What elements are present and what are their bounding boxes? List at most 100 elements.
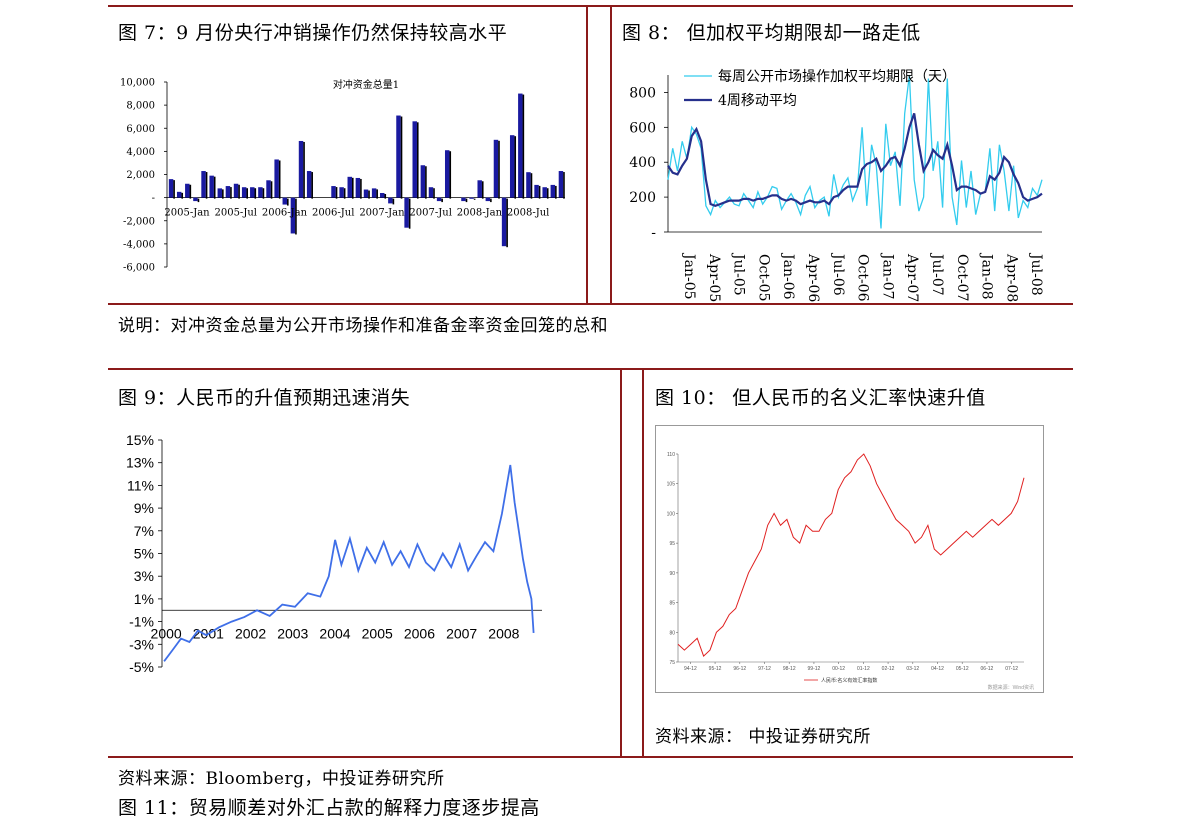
fig7-bar bbox=[477, 180, 482, 198]
fig10-frame bbox=[655, 425, 1044, 693]
fig7-x-tick-label: 2008-Jan bbox=[457, 208, 503, 219]
fig10-x-tick-label: 02-12 bbox=[882, 666, 895, 672]
fig7-bar-shadow bbox=[303, 141, 305, 199]
fig7-bar bbox=[534, 184, 539, 198]
fig9-y-tick-label: 3% bbox=[134, 568, 154, 584]
fig7-bar-shadow bbox=[433, 188, 435, 199]
fig9-y-tick-label: 1% bbox=[134, 591, 154, 607]
fig7-bar-shadow bbox=[230, 187, 232, 199]
fig7-bar-shadow bbox=[416, 122, 419, 199]
fig7-y-tick-label: 2,000 bbox=[126, 170, 155, 181]
fig7-bar-shadow bbox=[181, 192, 184, 199]
fig9-title: 图 9：人民币的升值预期迅速消失 bbox=[118, 387, 411, 409]
fig7-bar bbox=[542, 187, 547, 198]
fig9-x-tick-label: 2005 bbox=[362, 625, 393, 641]
fig7-bar-shadow bbox=[287, 198, 289, 206]
fig10-y-tick-label: 80 bbox=[669, 630, 675, 636]
fig10-x-tick-label: 00-12 bbox=[832, 666, 845, 672]
fig7-y-tick-label: 4,000 bbox=[126, 147, 155, 158]
fig7-bar-shadow bbox=[506, 198, 508, 248]
fig7-bar-shadow bbox=[368, 190, 370, 199]
fig10-y-tick-label: 75 bbox=[669, 660, 675, 666]
fig8-y-tick-label: 200 bbox=[629, 190, 656, 206]
fig7-x-tick-label: 2005-Jan bbox=[164, 208, 210, 219]
fig7-inner-title: 对冲资金总量1 bbox=[333, 78, 399, 91]
fig7-x-tick-label: 2007-Jan bbox=[359, 208, 405, 219]
fig10-x-tick-label: 97-12 bbox=[758, 666, 771, 672]
middle-rule-2 bbox=[108, 368, 1073, 370]
fig8-x-tick-label: Oct-05 bbox=[755, 254, 771, 302]
fig9-x-tick-label: 2000 bbox=[151, 625, 182, 641]
fig9-y-tick-label: 13% bbox=[126, 455, 154, 471]
fig7-bar bbox=[176, 191, 182, 198]
fig7-y-tick-label: 8,000 bbox=[126, 101, 155, 112]
fig11-title: 图 11：贸易顺差对外汇占款的解释力度逐步提高 bbox=[118, 797, 540, 819]
fig7-bar-shadow bbox=[246, 188, 248, 199]
fig7-bar-shadow bbox=[311, 172, 313, 199]
fig7-bar-shadow bbox=[278, 160, 281, 199]
fig7-bar-shadow bbox=[481, 181, 484, 199]
fig7-bar bbox=[168, 179, 174, 198]
fig7-bar-shadow bbox=[360, 178, 362, 199]
fig7-bar bbox=[412, 121, 417, 198]
fig7-bar bbox=[444, 150, 450, 198]
fig7-bar-shadow bbox=[514, 136, 517, 199]
fig10-source: 资料来源： 中投证券研究所 bbox=[655, 727, 871, 747]
fig7-bar bbox=[347, 176, 352, 198]
fig9-x-tick-label: 2002 bbox=[235, 625, 266, 641]
fig7-x-tick-label: 2006-Jul bbox=[312, 208, 354, 219]
fig8-x-tick-label: Jan-08 bbox=[979, 252, 995, 300]
fig10-chart: 110 105 100 95 90 85 80 75 94-12 95-12 96-12 97-12 9… bbox=[667, 452, 1034, 691]
fig8-y-tick-label: - bbox=[651, 225, 656, 241]
fig7-bar-shadow bbox=[376, 189, 378, 199]
fig8-x-tick-label: Apr-07 bbox=[904, 253, 920, 302]
fig10-x-tick-label: 96-12 bbox=[733, 666, 746, 672]
fig8-x-tick-label: Oct-06 bbox=[855, 254, 871, 302]
fig7-bar-shadow bbox=[465, 198, 468, 203]
fig10-y-tick-label: 85 bbox=[669, 601, 675, 607]
fig7-bar bbox=[436, 197, 442, 202]
fig7-bar-shadow bbox=[400, 116, 403, 199]
fig7-bar bbox=[298, 140, 304, 198]
fig7-x-tick-label: 2008-Jul bbox=[507, 208, 549, 219]
fig7-bar bbox=[306, 171, 312, 198]
fig7-bar bbox=[266, 180, 271, 198]
fig7-bar bbox=[258, 187, 263, 198]
fig7-bar-shadow bbox=[189, 184, 192, 199]
fig10-x-tick-label: 03-12 bbox=[906, 666, 919, 672]
fig7-bar bbox=[371, 188, 377, 198]
fig7-bar bbox=[225, 186, 231, 198]
fig7-bar-shadow bbox=[222, 189, 224, 199]
fig7-y-tick-label: - bbox=[152, 193, 155, 204]
fig7-bar bbox=[233, 183, 239, 198]
fig7-bar-shadow bbox=[449, 151, 452, 199]
top-rule bbox=[108, 5, 1073, 7]
fig7-bar bbox=[388, 197, 393, 204]
fig9-series-line bbox=[163, 464, 535, 662]
fig7-bar bbox=[380, 193, 385, 198]
bottom-rule bbox=[108, 756, 1073, 758]
fig9-chart: 15%13%11%9%7%5%3%1%-1%-3%-5%2000 2001 2002… bbox=[126, 432, 542, 675]
fig10-x-tick-label: 06-12 bbox=[981, 666, 994, 672]
fig10-legend-label: 人民币:名义有效汇率指数 bbox=[821, 677, 877, 684]
fig9-y-tick-label: 11% bbox=[127, 477, 154, 493]
fig8-legend-weekly: 每周公开市场操作加权平均期限（天） bbox=[718, 68, 956, 85]
fig10-y-tick-label: 100 bbox=[667, 511, 676, 517]
fig7-bar-shadow bbox=[254, 188, 257, 199]
fig7-bar-shadow bbox=[197, 198, 200, 203]
fig7-bar bbox=[558, 171, 564, 198]
fig7-bar bbox=[355, 177, 361, 198]
vertical-divider-bottom-left bbox=[620, 368, 622, 757]
fig7-bar bbox=[485, 197, 491, 202]
fig9-x-tick-label: 2004 bbox=[319, 625, 350, 641]
fig7-bar bbox=[363, 189, 369, 198]
fig8-x-tick-label: Jul-07 bbox=[929, 252, 945, 296]
fig7-bar-shadow bbox=[425, 166, 427, 199]
fig8-x-tick-label: Oct-07 bbox=[954, 254, 970, 302]
fig7-bar bbox=[509, 135, 515, 198]
fig10-x-tick-label: 94-12 bbox=[684, 666, 697, 672]
fig10-y-tick-label: 95 bbox=[669, 541, 675, 547]
fig8-title: 图 8： 但加权平均期限却一路走低 bbox=[622, 22, 921, 44]
fig7-bar-shadow bbox=[213, 176, 216, 199]
fig7-bar-shadow bbox=[295, 198, 297, 235]
